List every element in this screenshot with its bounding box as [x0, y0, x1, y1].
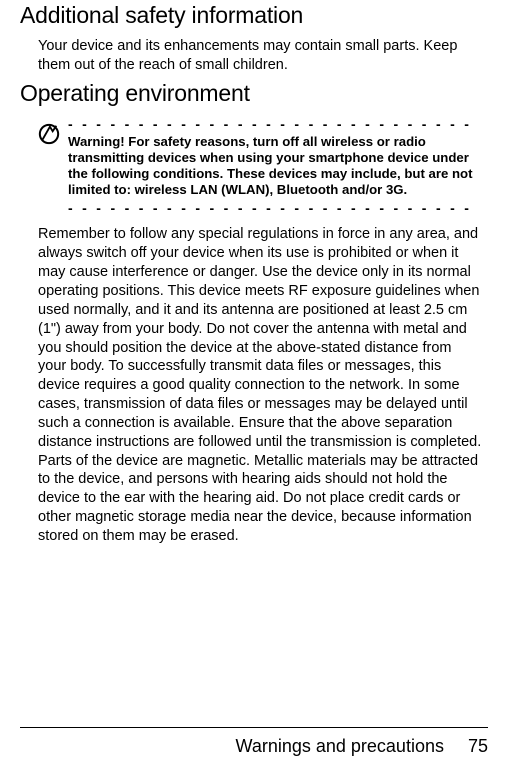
dash-row-bottom: - - - - - - - - - - - - - - - - - - - - …	[68, 201, 478, 215]
footer-section-title: Warnings and precautions	[236, 736, 444, 757]
warning-text: Warning! For safety reasons, turn off al…	[68, 134, 478, 198]
heading-additional-safety: Additional safety information	[20, 2, 488, 29]
footer-page-number: 75	[468, 736, 488, 757]
footer-divider	[20, 727, 488, 728]
footer-row: Warnings and precautions 75	[20, 736, 488, 757]
operating-environment-body: Remember to follow any special regulatio…	[20, 225, 488, 545]
section1-body: Your device and its enhancements may con…	[20, 37, 488, 74]
safety-paragraph: Your device and its enhancements may con…	[38, 37, 478, 74]
dash-row-top: - - - - - - - - - - - - - - - - - - - - …	[68, 117, 478, 131]
heading-operating-environment: Operating environment	[20, 80, 488, 107]
warning-container: - - - - - - - - - - - - - - - - - - - - …	[20, 117, 488, 215]
warning-icon	[38, 123, 60, 145]
document-page: Additional safety information Your devic…	[0, 2, 508, 779]
warning-box: - - - - - - - - - - - - - - - - - - - - …	[38, 117, 478, 215]
page-footer: Warnings and precautions 75	[20, 727, 488, 757]
